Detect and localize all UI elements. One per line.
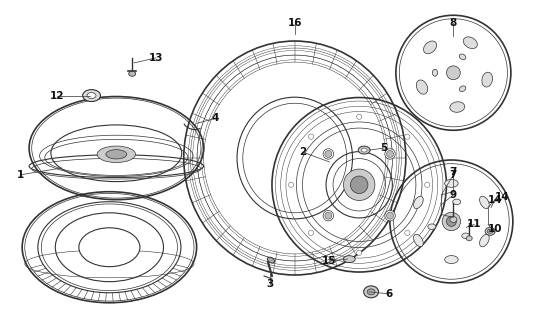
Ellipse shape <box>358 146 370 154</box>
Ellipse shape <box>482 72 492 87</box>
Text: 12: 12 <box>49 91 64 100</box>
Ellipse shape <box>106 150 127 159</box>
Ellipse shape <box>425 182 430 188</box>
Text: 14: 14 <box>495 192 510 202</box>
Ellipse shape <box>323 149 333 159</box>
Ellipse shape <box>364 286 379 298</box>
Ellipse shape <box>385 210 395 221</box>
Ellipse shape <box>325 150 332 157</box>
Ellipse shape <box>480 234 489 247</box>
Text: 15: 15 <box>322 256 337 266</box>
Text: 8: 8 <box>450 18 457 28</box>
Ellipse shape <box>480 196 489 209</box>
Text: 11: 11 <box>467 220 482 229</box>
Ellipse shape <box>462 233 470 239</box>
Ellipse shape <box>129 71 136 76</box>
Ellipse shape <box>453 199 461 204</box>
Ellipse shape <box>432 69 438 76</box>
Ellipse shape <box>413 196 423 209</box>
Ellipse shape <box>83 90 100 101</box>
Ellipse shape <box>459 86 466 92</box>
Ellipse shape <box>487 229 493 233</box>
Ellipse shape <box>416 80 427 94</box>
Ellipse shape <box>428 224 436 229</box>
Ellipse shape <box>357 250 362 255</box>
Ellipse shape <box>308 134 314 139</box>
Ellipse shape <box>413 234 423 247</box>
Ellipse shape <box>450 102 465 112</box>
Ellipse shape <box>367 289 375 295</box>
Text: 2: 2 <box>299 147 306 157</box>
Ellipse shape <box>308 230 314 236</box>
Text: 3: 3 <box>266 279 274 289</box>
Text: 14: 14 <box>488 195 502 205</box>
Ellipse shape <box>405 230 410 236</box>
Text: 9: 9 <box>450 190 457 200</box>
Text: 4: 4 <box>212 113 219 124</box>
Ellipse shape <box>387 150 394 157</box>
Ellipse shape <box>87 92 96 99</box>
Text: 1: 1 <box>17 170 24 180</box>
Ellipse shape <box>459 54 466 60</box>
Ellipse shape <box>485 228 495 235</box>
Ellipse shape <box>466 236 472 241</box>
Circle shape <box>446 217 456 226</box>
Ellipse shape <box>361 148 367 152</box>
Circle shape <box>442 212 461 231</box>
Ellipse shape <box>323 210 333 221</box>
Text: 13: 13 <box>149 53 163 63</box>
Text: 7: 7 <box>449 167 457 177</box>
Ellipse shape <box>387 212 394 219</box>
Text: 6: 6 <box>386 289 393 299</box>
Ellipse shape <box>405 134 410 139</box>
Ellipse shape <box>385 149 395 159</box>
Ellipse shape <box>325 212 332 219</box>
Ellipse shape <box>344 169 375 201</box>
Ellipse shape <box>79 228 140 267</box>
Ellipse shape <box>351 176 368 194</box>
Ellipse shape <box>288 182 294 188</box>
Ellipse shape <box>343 256 355 263</box>
Ellipse shape <box>97 146 135 163</box>
Text: 5: 5 <box>380 143 388 153</box>
Text: 10: 10 <box>488 224 502 234</box>
Ellipse shape <box>267 257 274 263</box>
Ellipse shape <box>463 37 477 49</box>
Ellipse shape <box>424 41 437 54</box>
Ellipse shape <box>450 217 457 222</box>
Ellipse shape <box>445 256 458 264</box>
Text: 16: 16 <box>287 18 302 28</box>
Text: 7: 7 <box>449 170 457 180</box>
Circle shape <box>446 66 460 80</box>
Ellipse shape <box>445 180 458 187</box>
Ellipse shape <box>357 114 362 119</box>
